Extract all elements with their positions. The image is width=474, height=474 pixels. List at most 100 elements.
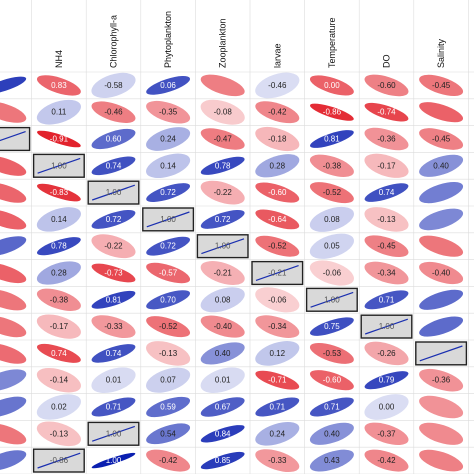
cell-value-label: 0.40 [433, 161, 449, 170]
correlation-ellipse [310, 317, 354, 336]
cell-value-label: -0.06 [268, 295, 287, 304]
cell-value-label: 1.00 [106, 456, 122, 465]
cell-value-label: 0.74 [106, 161, 122, 170]
correlation-ellipse [419, 316, 464, 337]
correlation-ellipse [0, 262, 27, 284]
cell-value-label: 0.74 [51, 349, 67, 358]
correlation-ellipse [255, 421, 300, 446]
cell-value-label: 0.70 [160, 295, 176, 304]
cell-value-label: 0.05 [324, 242, 340, 251]
column-label: Salinity [436, 38, 446, 68]
correlation-ellipse [255, 287, 300, 313]
correlation-ellipse [364, 235, 409, 258]
correlation-ellipse [146, 449, 191, 472]
cell-value-label: 0.00 [324, 81, 340, 90]
cell-value-label: -0.46 [268, 81, 287, 90]
correlation-ellipse [91, 101, 136, 123]
correlation-ellipse [37, 183, 81, 202]
correlation-ellipse [200, 367, 245, 393]
cell-value-label: 0.28 [51, 269, 67, 278]
correlation-ellipse [91, 290, 136, 309]
cell-value-label: 0.72 [106, 215, 122, 224]
correlation-ellipse [36, 367, 81, 393]
diagonal-line [92, 425, 135, 442]
correlation-ellipse [37, 130, 81, 148]
cell-value-label: 0.14 [160, 161, 176, 170]
cell-value-label: -0.36 [377, 135, 396, 144]
cell-value-label: -0.52 [268, 242, 287, 251]
cell-value-label: -0.33 [104, 322, 123, 331]
correlation-ellipse [200, 74, 245, 97]
correlation-ellipse [200, 209, 245, 229]
cell-value-label: 1.00 [51, 161, 67, 170]
cell-value-label: 0.67 [215, 403, 231, 412]
correlation-ellipse [255, 235, 300, 257]
correlation-ellipse [200, 128, 245, 150]
cell-value-label: 0.11 [51, 108, 67, 117]
correlation-ellipse [0, 76, 27, 95]
correlation-ellipse [0, 101, 27, 123]
cell-value-label: 0.72 [160, 242, 176, 251]
cell-value-label: -0.57 [159, 269, 178, 278]
cell-value-label: 0.28 [270, 161, 286, 170]
cell-value-label: -0.17 [50, 322, 69, 331]
cell-value-label: -0.42 [377, 456, 396, 465]
correlation-ellipse [146, 236, 191, 256]
correlation-ellipse [364, 422, 409, 446]
correlation-ellipse [255, 182, 300, 203]
correlation-ellipse [419, 422, 464, 445]
correlation-ellipse [310, 103, 354, 121]
diagonal-line [201, 238, 245, 255]
correlation-ellipse [364, 290, 409, 310]
cell-value-label: 1.00 [215, 242, 231, 251]
cell-value-label: -0.08 [214, 108, 233, 117]
cell-value-label: -0.37 [377, 429, 396, 438]
correlation-ellipse [37, 237, 81, 256]
correlation-ellipse [0, 343, 27, 364]
cell-value-label: 0.75 [324, 322, 340, 331]
correlation-ellipse [255, 341, 300, 366]
correlation-ellipse [0, 316, 27, 338]
cell-value-label: -0.34 [268, 322, 287, 331]
correlation-ellipse [419, 235, 464, 257]
correlation-ellipse [309, 206, 354, 232]
correlation-ellipse [91, 452, 136, 469]
cell-value-label: -0.91 [50, 135, 69, 144]
correlation-ellipse [36, 394, 81, 420]
cell-value-label: 0.71 [106, 403, 122, 412]
correlation-ellipse [146, 290, 191, 310]
correlation-ellipse [146, 76, 191, 95]
correlation-ellipse [200, 287, 245, 313]
column-label: Zooplankton [218, 18, 228, 68]
cell-value-label: 0.02 [51, 403, 67, 412]
cell-value-label: 0.00 [379, 403, 395, 412]
cell-value-label: -0.86 [323, 108, 342, 117]
cell-value-label: -0.21 [268, 269, 287, 278]
cell-value-label: -0.45 [432, 135, 451, 144]
correlation-ellipse [419, 74, 464, 96]
diagonal-line [146, 211, 190, 228]
cell-value-label: 0.85 [215, 456, 231, 465]
correlation-ellipse [419, 449, 464, 472]
correlation-ellipse [200, 99, 245, 125]
diagonal-line [37, 157, 81, 174]
correlation-ellipse [36, 421, 81, 447]
correlation-ellipse [0, 450, 27, 471]
cell-value-label: -0.18 [268, 135, 287, 144]
correlation-ellipse [146, 262, 191, 284]
column-label: Chlorophyll-a [109, 15, 119, 68]
correlation-ellipse [0, 423, 27, 445]
correlation-ellipse [91, 234, 136, 259]
correlation-ellipse [255, 101, 300, 124]
correlation-ellipse [364, 341, 409, 366]
correlation-ellipse [309, 154, 354, 177]
correlation-ellipse [255, 370, 300, 390]
correlation-ellipse [364, 261, 409, 285]
cell-value-label: -0.53 [323, 349, 342, 358]
cell-value-label: 0.59 [160, 403, 176, 412]
correlation-ellipse [419, 102, 464, 123]
cell-value-label: 0.14 [51, 215, 67, 224]
correlation-ellipse [200, 261, 245, 285]
correlation-ellipse [200, 156, 245, 175]
